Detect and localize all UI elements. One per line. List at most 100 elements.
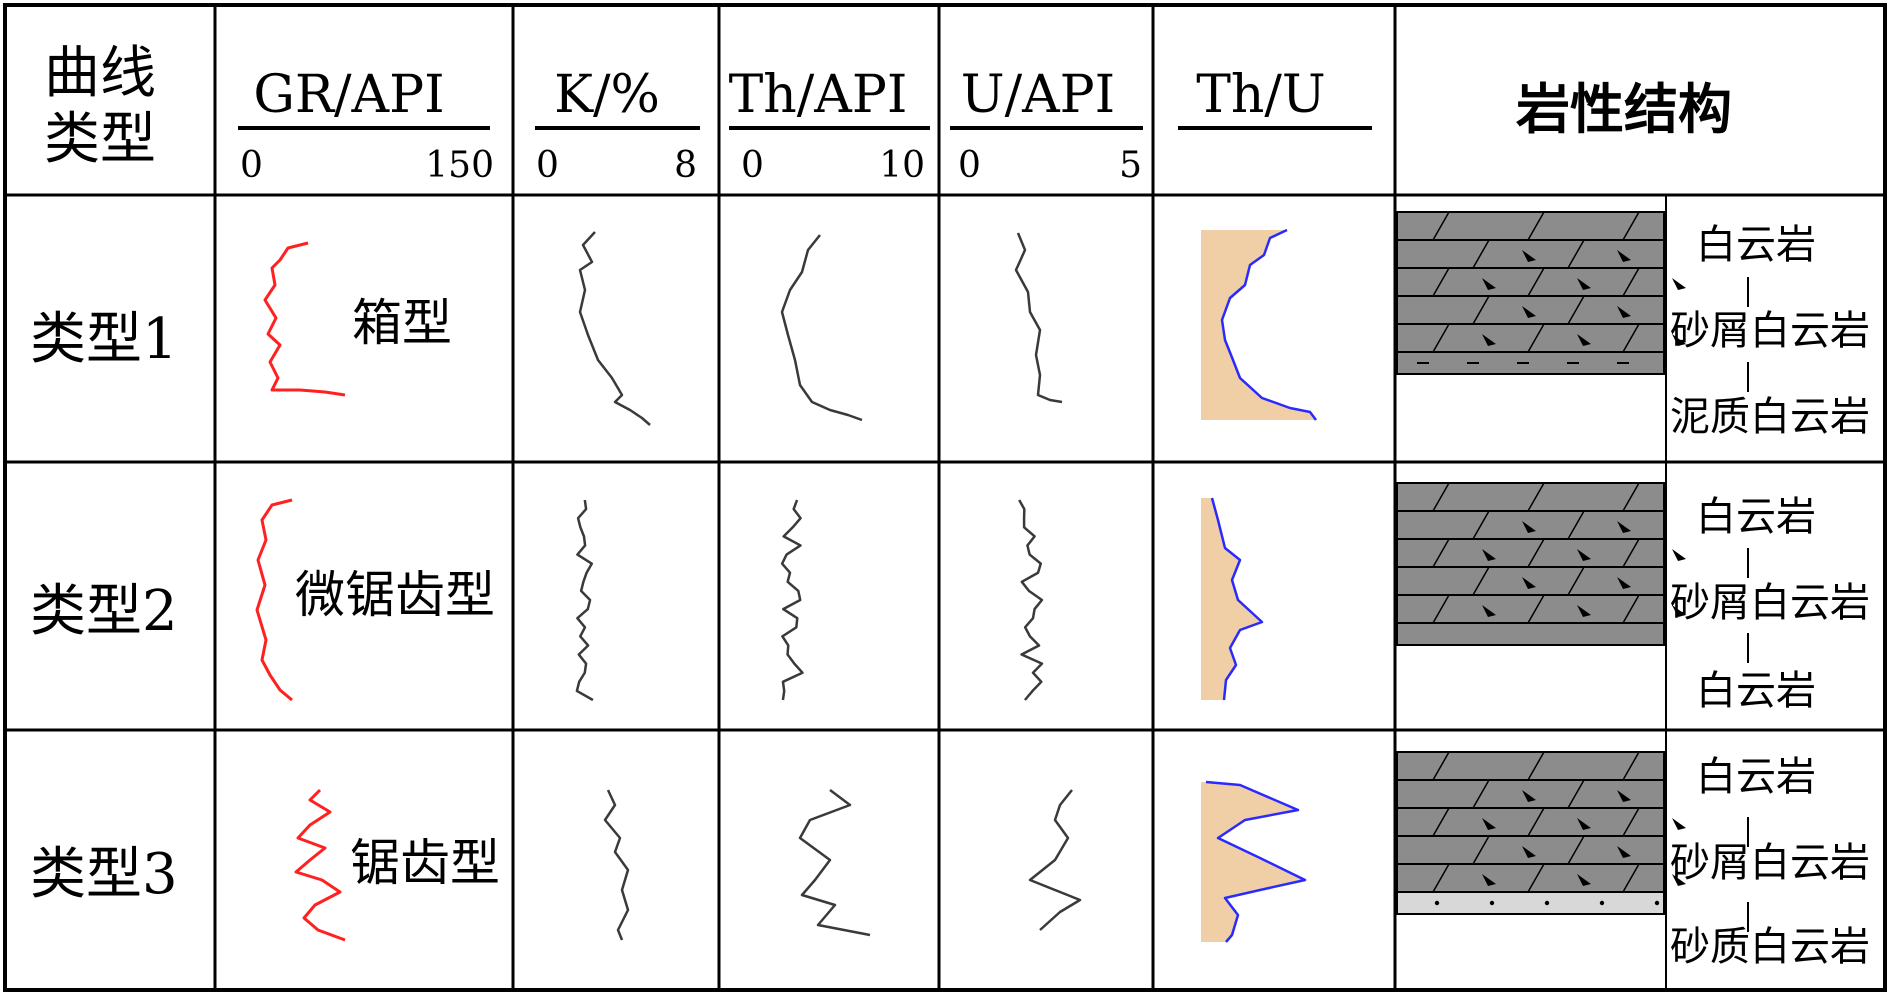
brick-line <box>1432 863 1450 893</box>
row3-lithology-column <box>1396 751 1749 932</box>
header-gr-label: GR/API <box>253 65 444 125</box>
row2-th-curve <box>780 499 804 701</box>
brick-line <box>1567 295 1585 325</box>
grain-triangle <box>1617 577 1631 589</box>
row1-u-curve <box>1014 232 1063 404</box>
grain-triangle <box>1672 549 1686 561</box>
brick-line <box>1527 482 1545 512</box>
grain-triangle <box>1482 818 1496 830</box>
header-curve-type-line1: 曲线 <box>44 41 156 106</box>
brick-line <box>1622 751 1640 781</box>
grain-triangle <box>1577 818 1591 830</box>
header-k-min: 0 <box>536 145 559 186</box>
table-border <box>3 3 1887 992</box>
brick-line <box>1432 751 1450 781</box>
grain-triangle <box>1482 874 1496 886</box>
header-u-min: 0 <box>958 145 981 186</box>
grain-triangle <box>1617 250 1631 262</box>
grain-triangle <box>1672 605 1686 617</box>
sand-dot <box>1654 900 1660 906</box>
brick-line <box>1472 510 1490 540</box>
header-k-label: K/% <box>554 65 660 125</box>
row1-lith-bot: 泥质白云岩 <box>1670 394 1870 440</box>
row2-gr-curve <box>255 498 293 702</box>
row1-lith-mid: 砂屑白云岩 <box>1670 308 1870 354</box>
sand-band <box>1396 891 1665 915</box>
row2-lithology-column <box>1396 482 1749 663</box>
row3-k-curve <box>603 789 630 941</box>
brick-line <box>1622 323 1640 353</box>
grain-triangle <box>1617 521 1631 533</box>
grain-triangle <box>1577 874 1591 886</box>
brick-line <box>1527 863 1545 893</box>
row1-shape-label: 箱型 <box>352 294 452 352</box>
grain-triangle <box>1577 549 1591 561</box>
brick-line <box>1432 211 1450 241</box>
brick-line <box>1622 267 1640 297</box>
brick-line <box>1472 295 1490 325</box>
header-u-label: U/API <box>961 65 1115 125</box>
row2-lith-mid: 砂屑白云岩 <box>1670 580 1870 626</box>
brick-line <box>1527 807 1545 837</box>
grain-triangle <box>1522 577 1536 589</box>
header-th-max: 10 <box>879 145 925 186</box>
sand-dot <box>1544 900 1550 906</box>
brick-line <box>1622 211 1640 241</box>
brick-line <box>1622 807 1640 837</box>
brick-line <box>1567 779 1585 809</box>
grain-triangle <box>1482 605 1496 617</box>
row2-thu-fill <box>1201 498 1262 700</box>
grain-triangle <box>1672 334 1686 346</box>
brick-line <box>1432 482 1450 512</box>
brick-line <box>1527 323 1545 353</box>
header-u-max: 5 <box>1119 145 1142 186</box>
row2-type-label: 类型2 <box>30 579 178 644</box>
brick-line <box>1472 835 1490 865</box>
header-gr-min: 0 <box>240 145 263 186</box>
row1-th-curve <box>780 234 863 422</box>
log-curves <box>255 228 1317 943</box>
row2-k-curve <box>575 499 594 702</box>
grain-triangle <box>1617 790 1631 802</box>
brick-line <box>1622 863 1640 893</box>
brick-line <box>1527 751 1545 781</box>
sand-dot <box>1489 900 1495 906</box>
grain-triangle <box>1522 790 1536 802</box>
row3-lith-mid: 砂屑白云岩 <box>1670 840 1870 886</box>
grain-triangle <box>1482 334 1496 346</box>
row1-thu-curve <box>1220 228 1317 421</box>
grain-triangle <box>1482 278 1496 290</box>
grain-triangle <box>1672 278 1686 290</box>
row3-u-curve <box>1028 789 1082 931</box>
brick-line <box>1527 211 1545 241</box>
brick-line <box>1432 323 1450 353</box>
sand-dot <box>1599 900 1605 906</box>
lithology-labels: 白云岩 砂屑白云岩 泥质白云岩 白云岩 砂屑白云岩 白云岩 白云岩 砂屑白云岩 … <box>1670 222 1870 970</box>
sand-dot <box>1434 900 1440 906</box>
row2-u-curve <box>1018 499 1044 701</box>
brick-line <box>1567 239 1585 269</box>
grain-triangle <box>1672 818 1686 830</box>
row3-lith-bot: 砂质白云岩 <box>1670 924 1870 970</box>
row-labels: 类型1 箱型 类型2 微锯齿型 类型3 锯齿型 <box>30 294 500 907</box>
row3-shape-label: 锯齿型 <box>350 834 500 892</box>
brick-line <box>1432 538 1450 568</box>
row2-shape-label: 微锯齿型 <box>295 566 495 624</box>
row1-lith-top: 白云岩 <box>1696 222 1816 268</box>
row3-type-label: 类型3 <box>30 842 178 907</box>
header-row: 曲线 类型 GR/API 0 150 K/% 0 8 Th/API 0 10 U… <box>44 41 1732 186</box>
row1-type-label: 类型1 <box>30 307 178 372</box>
header-thu-label: Th/U <box>1196 65 1326 125</box>
grain-triangle <box>1672 874 1686 886</box>
grain-triangle <box>1522 250 1536 262</box>
brick-line <box>1622 482 1640 512</box>
grain-triangle <box>1577 278 1591 290</box>
grain-triangle <box>1482 549 1496 561</box>
row2-lith-bot: 白云岩 <box>1696 668 1816 714</box>
brick-line <box>1472 239 1490 269</box>
brick-line <box>1622 594 1640 624</box>
row2-lith-top: 白云岩 <box>1696 494 1816 540</box>
grain-triangle <box>1522 846 1536 858</box>
brick-line <box>1567 835 1585 865</box>
